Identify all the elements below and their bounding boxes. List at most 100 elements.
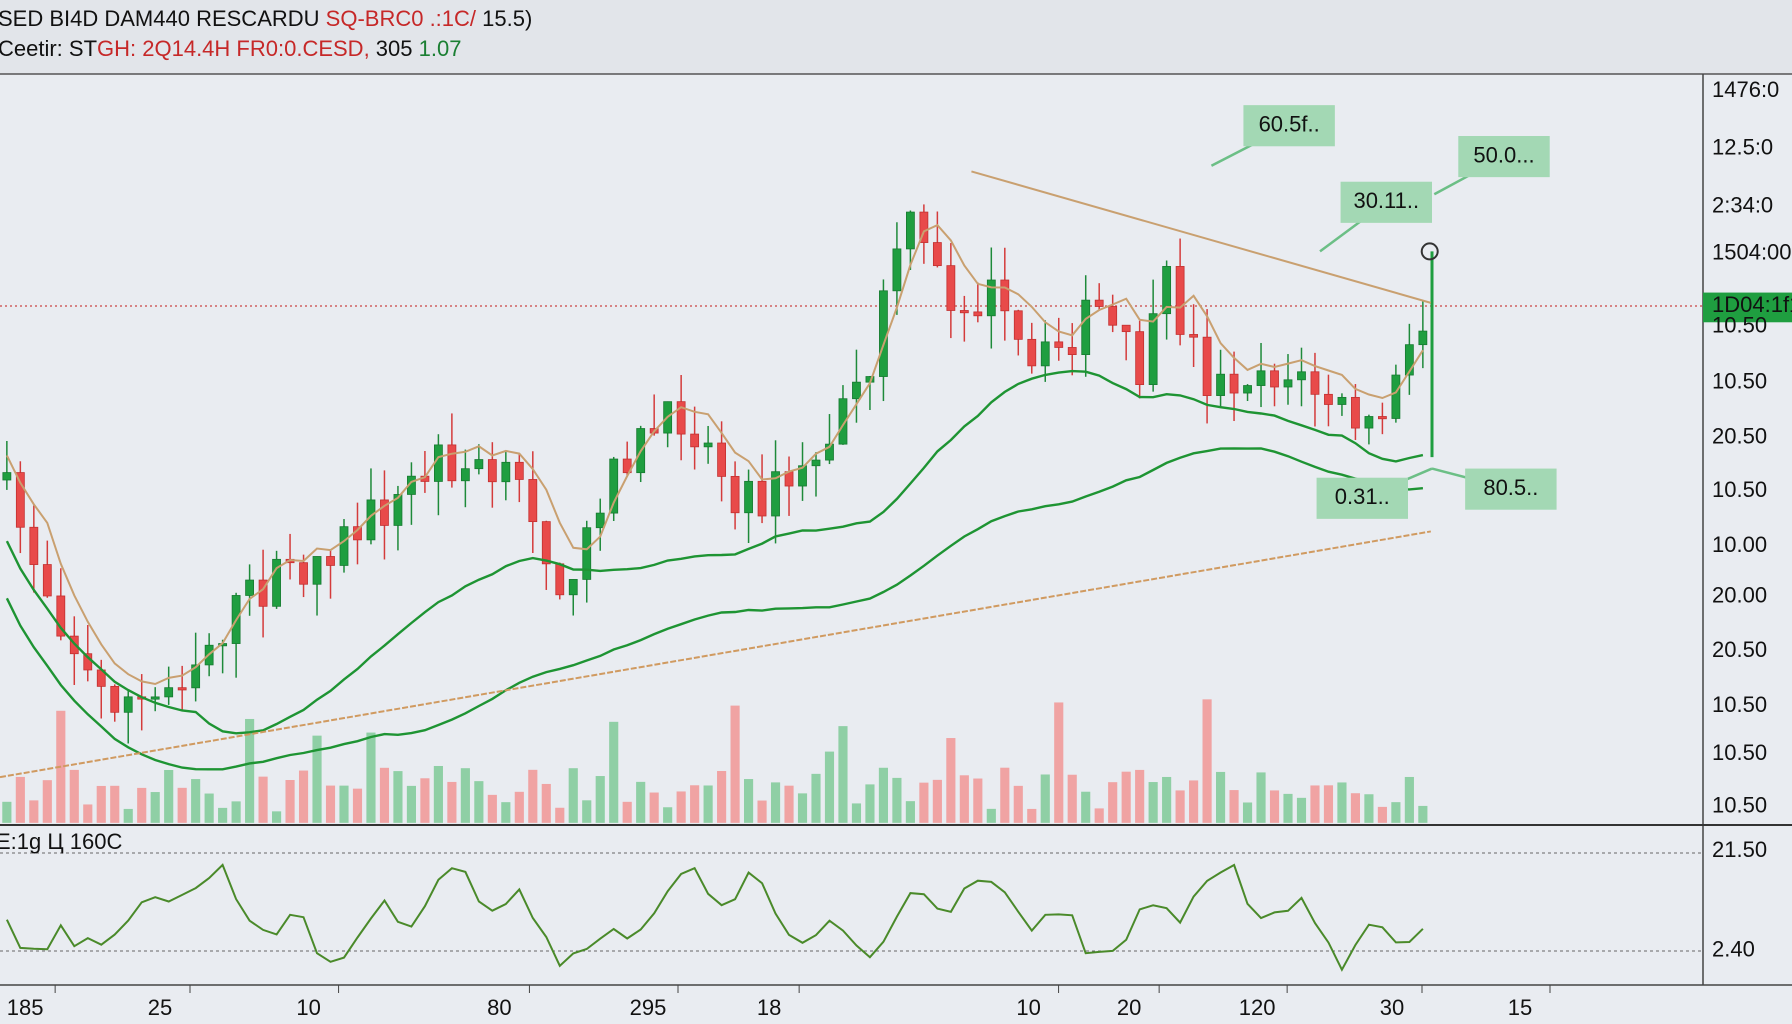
symbol-detail: SQ-BRC0 .:1C/ [326,6,477,31]
price-label: 21.50 [1712,837,1767,862]
candle-body [690,433,700,448]
candle-body [1013,310,1023,340]
volume-bar [1242,802,1253,823]
volume-bar [649,792,659,823]
symbol: SED BI4D DAM440 RESCARDU [0,6,326,31]
volume-bar [744,779,754,823]
candle-body [892,248,902,292]
candle-body [1040,341,1050,367]
candle-body [1162,266,1172,315]
candle-body [1270,370,1279,388]
candle-body [123,696,133,713]
volume-bar [1202,699,1212,823]
candle-body [1229,373,1239,394]
volume-bar [1027,808,1037,823]
volume-bar [838,726,848,823]
volume-bar [582,800,592,823]
candle-body [838,398,848,445]
volume-bar [339,785,349,823]
trend-line [0,530,1432,779]
volume-bar [2,801,12,823]
candle-body [339,526,349,566]
volume-bar [919,782,929,823]
volume-bar [1000,767,1010,823]
volume-bar [29,800,39,823]
volume-bar [757,800,767,823]
candle-body [1189,334,1198,338]
volume-bar [851,803,862,823]
volume-bar [42,780,52,823]
candle-body [1027,338,1037,367]
candle-body [380,499,389,526]
price-label: 1476:0 [1712,77,1779,102]
candle-body [15,472,25,528]
volume-bar [824,751,835,823]
candle-body [312,556,322,585]
candle-body [1175,266,1185,335]
candle-body [2,472,12,481]
volume-bar [1256,772,1266,823]
volume-bar [541,783,551,823]
candle-body [730,475,740,514]
volume-bar [474,781,484,823]
volume-bar [1135,769,1145,823]
time-label: 20 [1117,995,1141,1020]
volume-bar [676,791,686,823]
candle-body [447,444,457,482]
volume-bar [1094,808,1104,823]
volume-bar [83,804,93,823]
volume-bar [1296,797,1307,823]
candle-body [1135,331,1145,386]
time-label: 18 [757,995,781,1020]
candle-body [798,465,807,487]
candle-body [555,563,565,596]
price-label: 20.50 [1712,424,1767,449]
volume-bar [892,777,902,823]
volume-bar [1148,782,1158,823]
price-label: 1D04:1f1 [1712,292,1792,317]
price-label: 20.50 [1712,637,1767,662]
volume-bar [1121,771,1131,823]
candle-body [56,595,66,637]
volume-bar [1067,774,1077,823]
price-label: 10.50 [1712,740,1767,765]
candle-body [528,479,538,523]
price-label: 2:34:0 [1712,193,1773,218]
volume-bar [137,787,147,823]
volume-bar [1310,785,1320,823]
annotation-text: 80.5.. [1483,475,1538,500]
volume-bar [231,801,241,823]
volume-bar [717,770,727,823]
candle-body [1283,379,1293,388]
candle-body [541,521,551,565]
info-label: Ceetir: ST [0,36,97,61]
volume-bar [96,785,106,823]
volume-bar [406,785,416,823]
volume-bar [285,779,295,823]
annotation-box [1340,181,1432,223]
volume-bar [1040,774,1050,823]
indicator-line [5,863,1424,972]
candle-body [1310,371,1320,395]
candle-body [744,480,753,514]
volume-bar [636,781,646,823]
volume-bar [959,775,969,823]
candle-body [609,458,619,514]
candle-body [757,480,767,517]
candle-body [393,494,403,526]
candle-body [1148,313,1158,386]
volume-bar [325,785,336,823]
candle-body [717,442,726,477]
candle-body [1108,306,1118,326]
volume-bar [770,782,781,823]
volume-bar [703,785,713,823]
candle-body [177,687,187,691]
indicator-label: E:1g Ц 160C [0,829,122,854]
header-bar [0,0,1792,74]
volume-bar [298,770,309,823]
candle-body [879,290,888,377]
spike-marker [1420,242,1439,261]
candle-body [1054,341,1064,348]
candle-body [959,310,969,314]
candle-body [1418,330,1428,346]
